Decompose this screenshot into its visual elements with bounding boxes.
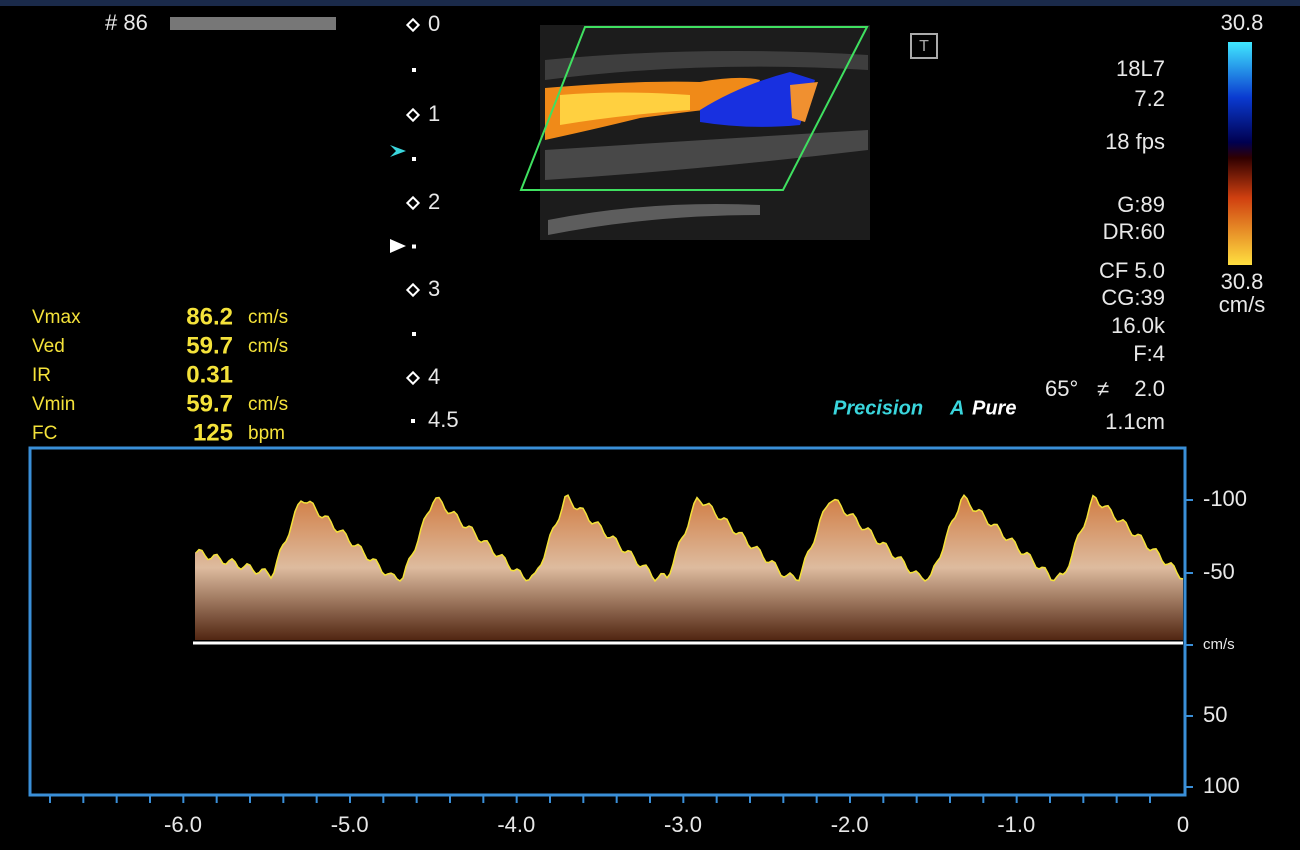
color-bar — [1228, 42, 1252, 265]
frame-rate: 18 fps — [1105, 129, 1165, 154]
measure-value: 125 — [193, 419, 233, 446]
measure-label: Vmin — [32, 394, 75, 415]
measure-unit: cm/s — [248, 336, 288, 357]
color-flow-red — [790, 82, 818, 122]
velocity-label: -50 — [1203, 559, 1235, 584]
measure-label: Vmax — [32, 307, 81, 328]
measure-value: 59.7 — [186, 390, 233, 417]
depth-diamond — [405, 107, 421, 123]
time-label: -4.0 — [497, 812, 535, 837]
gate-marker — [390, 239, 406, 253]
measure-unit: cm/s — [248, 394, 288, 415]
velocity-label: cm/s — [1203, 636, 1235, 653]
depth-dot — [412, 244, 416, 249]
mode-a: A — [949, 397, 964, 419]
mode-precision: Precision — [833, 397, 923, 419]
velocity-label: 50 — [1203, 702, 1227, 727]
depth-label: 4.5 — [428, 407, 459, 432]
velocity-label: -100 — [1203, 486, 1247, 511]
depth-diamond — [405, 17, 421, 33]
color-flow-blue — [700, 72, 815, 127]
color-box — [519, 26, 869, 191]
measure-label: FC — [32, 423, 57, 444]
gate: 2.0 — [1134, 376, 1165, 401]
tissue — [545, 130, 868, 180]
spectrum-frame — [28, 446, 1187, 797]
setting: G:89 — [1117, 192, 1165, 217]
depth-dot — [412, 68, 416, 72]
t-icon: T — [919, 38, 929, 55]
cine-bar — [170, 17, 336, 30]
time-label: -5.0 — [331, 812, 369, 837]
depth-label: 0 — [428, 11, 440, 36]
time-label: -3.0 — [664, 812, 702, 837]
top-strip — [0, 0, 1300, 6]
measure-value: 59.7 — [186, 332, 233, 359]
measure-unit: bpm — [248, 423, 285, 444]
measure-value: 86.2 — [186, 303, 233, 330]
time-label: -1.0 — [997, 812, 1035, 837]
time-label: -2.0 — [831, 812, 869, 837]
depth-dot — [411, 419, 415, 423]
depth-diamond — [405, 195, 421, 211]
measure-unit: cm/s — [248, 307, 288, 328]
depth-dot — [412, 157, 416, 161]
probe-frequency: 7.2 — [1134, 86, 1165, 111]
t-icon-box — [910, 33, 938, 59]
time-label: -6.0 — [164, 812, 202, 837]
color-scale-unit: cm/s — [1219, 292, 1265, 317]
tissue — [545, 51, 868, 80]
measure-label: IR — [32, 365, 51, 386]
velocity-label: 100 — [1203, 773, 1240, 798]
probe-model: 18L7 — [1116, 56, 1165, 81]
measure-label: Ved — [32, 336, 65, 357]
time-label: 0 — [1177, 812, 1189, 837]
frame-number: # 86 — [105, 10, 148, 35]
color-scale-bottom: 30.8 — [1221, 269, 1264, 294]
angle: 65° — [1045, 376, 1078, 401]
setting: 16.0k — [1111, 313, 1166, 338]
envelope — [195, 493, 1184, 583]
setting: DR:60 — [1103, 219, 1165, 244]
depth-label: 2 — [428, 189, 440, 214]
depth-diamond — [405, 370, 421, 386]
depth-label: 4 — [428, 364, 440, 389]
depth-diamond — [405, 282, 421, 298]
depth-label: 1 — [428, 101, 440, 126]
measure-value: 0.31 — [186, 361, 233, 388]
setting: F:4 — [1133, 341, 1165, 366]
doppler-spectrum — [195, 495, 1183, 640]
mode-pure: Pure — [972, 397, 1016, 419]
depth-dot — [412, 332, 416, 336]
color-flow-yellow — [560, 92, 690, 125]
setting: CG:39 — [1101, 285, 1165, 310]
gate-symbol: ≠ — [1097, 376, 1109, 401]
depth-label: 3 — [428, 276, 440, 301]
tissue — [548, 204, 760, 235]
setting: CF 5.0 — [1099, 258, 1165, 283]
focus-marker — [390, 145, 406, 157]
color-scale-top: 30.8 — [1221, 10, 1264, 35]
gate-depth: 1.1cm — [1105, 409, 1165, 434]
